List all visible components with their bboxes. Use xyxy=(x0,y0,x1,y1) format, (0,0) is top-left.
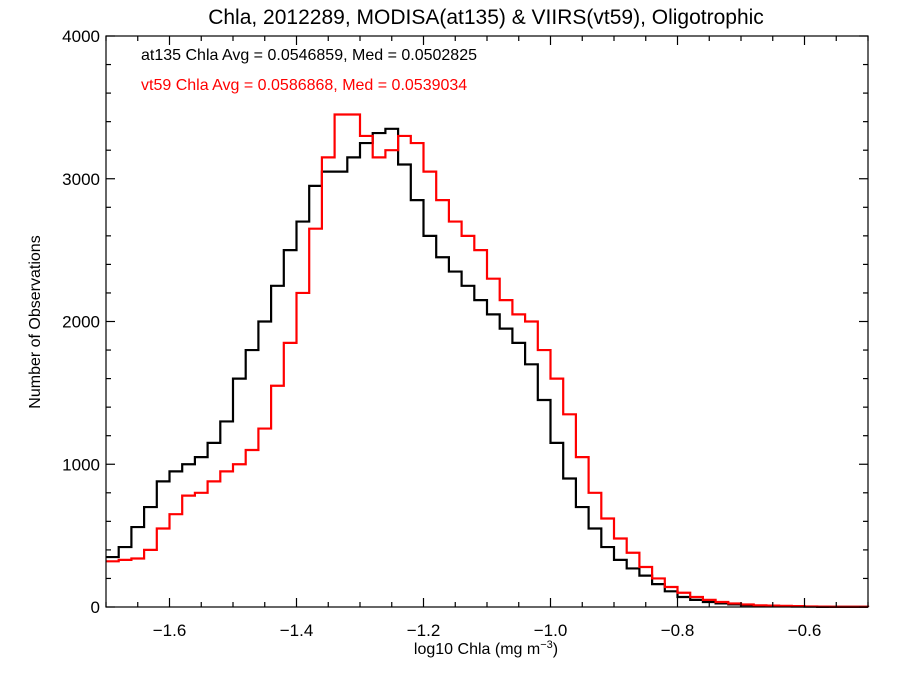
x-tick-label: −0.8 xyxy=(661,621,695,640)
x-tick-label: −1.2 xyxy=(407,621,441,640)
x-axis-label-close: ) xyxy=(553,641,558,658)
chart-title: Chla, 2012289, MODISA(at135) & VIIRS(vt5… xyxy=(208,6,764,29)
x-tick-label: −1.4 xyxy=(280,621,314,640)
x-tick-label: −0.6 xyxy=(788,621,822,640)
y-tick-label: 3000 xyxy=(62,170,100,189)
y-tick-label: 1000 xyxy=(62,455,100,474)
series-at135-line xyxy=(106,127,870,608)
y-tick-label: 0 xyxy=(91,598,100,617)
y-axis-label: Number of Observations xyxy=(27,235,44,408)
plot-frame xyxy=(105,35,869,608)
series-vt59-line xyxy=(106,113,870,608)
y-axis-ticks: 0 1000 2000 3000 4000 xyxy=(62,27,868,617)
x-axis-label: log10 Chla (mg m−3) xyxy=(414,639,558,658)
x-axis-ticks: −1.6 −1.4 −1.2 −1.0 −0.8 −0.6 xyxy=(105,36,869,640)
y-tick-label: 4000 xyxy=(62,27,100,46)
plot-content xyxy=(106,113,870,608)
annotation-vt59-stats: vt59 Chla Avg = 0.0586868, Med = 0.05390… xyxy=(141,77,467,94)
x-tick-label: −1.0 xyxy=(534,621,568,640)
y-tick-label: 2000 xyxy=(62,313,100,332)
annotation-at135-stats: at135 Chla Avg = 0.0546859, Med = 0.0502… xyxy=(141,47,477,64)
x-axis-label-superscript: −3 xyxy=(540,639,553,651)
x-axis-label-main: log10 Chla (mg m xyxy=(414,641,540,658)
x-tick-label: −1.6 xyxy=(153,621,187,640)
